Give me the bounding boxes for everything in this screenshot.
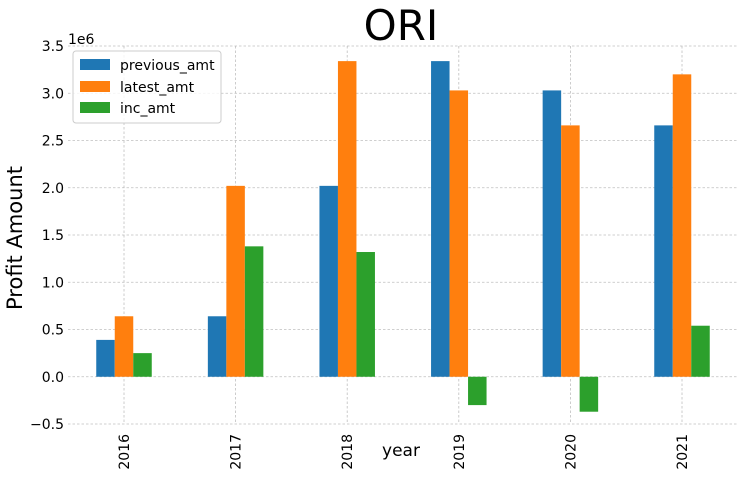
bar-inc-amt-2016 (133, 353, 152, 377)
x-axis-title: year (382, 441, 420, 461)
x-tick-label: 2016 (117, 434, 133, 470)
bar-previous-amt-2017 (207, 316, 227, 377)
bar-previous-amt-2016 (96, 339, 115, 377)
bar-inc-amt-2020 (579, 376, 599, 412)
legend-label-inc-amt: inc_amt (120, 101, 176, 117)
bar-previous-amt-2020 (542, 90, 562, 377)
y-offset-label: 1e6 (68, 32, 95, 48)
bars (96, 61, 710, 412)
x-tick-label: 2021 (675, 434, 691, 470)
bar-previous-amt-2018 (319, 185, 338, 377)
y-tick-label: 0.0 (42, 370, 64, 386)
y-tick-label: 3.0 (42, 86, 64, 102)
y-tick-label: 2.5 (42, 134, 64, 150)
bar-inc-amt-2017 (244, 246, 264, 377)
y-axis-title: Profit Amount (3, 166, 27, 310)
legend: previous_amt latest_amt inc_amt (72, 50, 222, 124)
bar-latest-amt-2021 (672, 74, 692, 377)
bar-latest-amt-2016 (114, 316, 134, 377)
bar-inc-amt-2019 (468, 376, 487, 406)
y-tick-label: 1.0 (42, 275, 64, 291)
legend-swatch-previous-amt (80, 59, 110, 70)
bar-latest-amt-2017 (226, 185, 245, 377)
legend-swatch-inc-amt (80, 102, 110, 113)
x-tick-label: 2019 (452, 434, 468, 470)
bar-inc-amt-2021 (691, 325, 710, 377)
bar-latest-amt-2020 (561, 125, 580, 377)
x-tick-label: 2017 (229, 434, 245, 470)
y-tick-label: 0.5 (42, 323, 64, 339)
y-tick-label: 2.0 (42, 181, 64, 197)
legend-swatch-latest-amt (80, 81, 110, 92)
bar-previous-amt-2021 (654, 125, 673, 377)
y-tick-label: −0.5 (30, 417, 64, 433)
y-tick-label: 1.5 (42, 228, 64, 244)
bar-inc-amt-2018 (356, 252, 375, 377)
chart-title: ORI (364, 1, 439, 50)
x-tick-label: 2018 (340, 434, 356, 470)
x-tick-label: 2020 (563, 434, 579, 470)
legend-label-previous-amt: previous_amt (120, 58, 215, 74)
y-tick-label: 3.5 (42, 39, 64, 55)
bar-latest-amt-2019 (449, 90, 469, 377)
bar-previous-amt-2019 (431, 61, 450, 377)
y-tick-labels: −0.5 0.0 0.5 1.0 1.5 2.0 2.5 3.0 3.5 (30, 39, 64, 433)
bar-latest-amt-2018 (337, 61, 357, 377)
x-tick-labels: 2016 2017 2018 2019 2020 2021 (117, 434, 691, 470)
legend-label-latest-amt: latest_amt (120, 80, 195, 96)
